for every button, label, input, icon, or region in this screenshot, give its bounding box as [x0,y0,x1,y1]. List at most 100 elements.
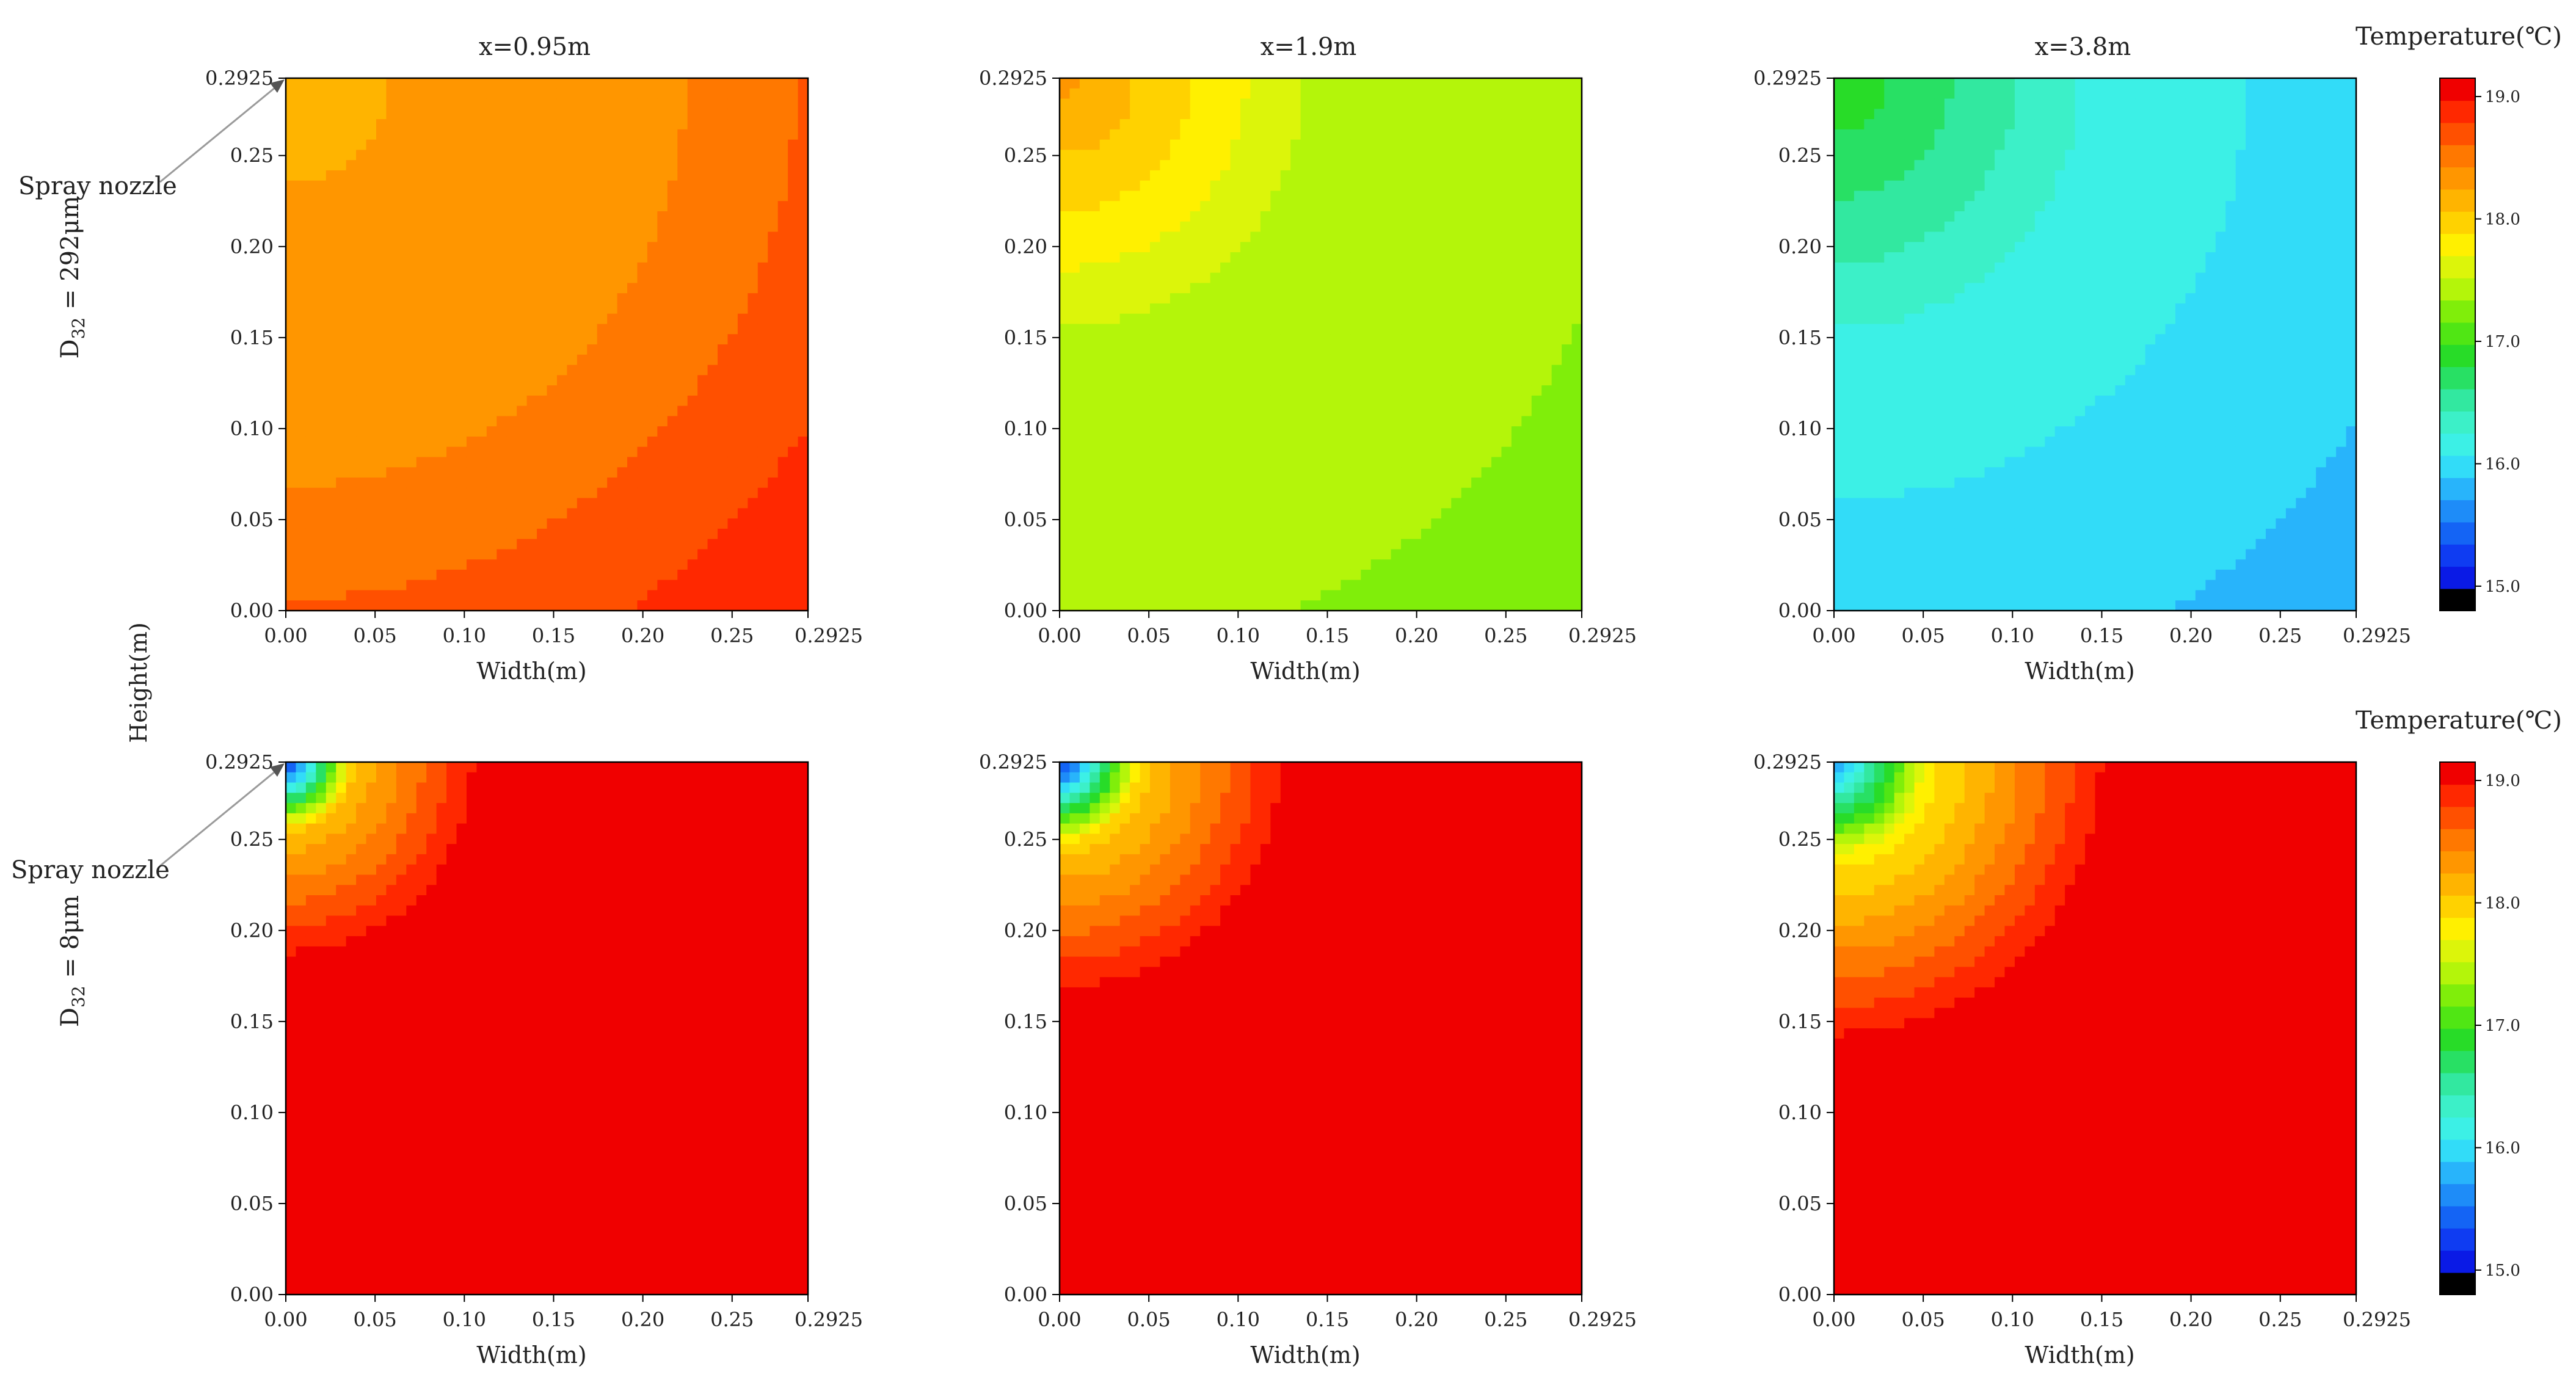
contour-cell [768,119,779,130]
contour-cell [356,98,367,110]
contour-cell [1421,365,1432,376]
contour-cell [1290,109,1301,120]
contour-cell [416,109,427,120]
contour-cell [537,119,548,130]
contour-cell [286,549,297,560]
contour-cell [1140,436,1151,448]
contour-cell [1311,231,1322,243]
contour-cell [556,559,568,570]
contour-cell [1200,272,1211,284]
contour-cell [587,231,598,243]
contour-cell [446,416,457,427]
contour-cell [1471,569,1482,581]
contour-cell [1280,170,1291,181]
contour-cell [757,426,769,437]
contour-cell [296,395,307,407]
contour-cell [305,98,317,110]
contour-cell [727,580,738,591]
contour-cell [1471,324,1482,335]
contour-cell [1280,487,1291,499]
contour-cell [366,375,377,386]
contour-cell [366,518,377,529]
contour-cell [1270,252,1281,263]
contour-cell [476,580,487,591]
contour-cell [637,395,648,407]
contour-cell [1311,385,1322,396]
contour-cell [1240,160,1251,171]
contour-cell [1160,426,1171,437]
contour-cell [326,446,337,458]
contour-cell [316,272,327,284]
contour-cell [788,478,799,489]
contour-cell [1210,293,1221,304]
contour-cell [1270,313,1281,325]
contour-cell [517,272,528,284]
contour-cell [777,446,788,458]
contour-cell [1350,467,1362,478]
contour-cell [1290,487,1301,499]
contour-cell [798,191,808,202]
contour-cell [1170,580,1181,591]
contour-cell [798,262,808,274]
contour-cell [1170,272,1181,284]
contour-cell [1311,559,1322,570]
contour-cell [547,262,558,274]
contour-cell [687,150,698,161]
contour-cell [737,88,749,100]
contour-cell [426,600,437,611]
contour-cell [1060,252,1071,263]
contour-cell [336,98,347,110]
contour-cell [718,457,729,468]
contour-cell [556,119,568,130]
contour-cell [1060,385,1071,396]
contour-cell [1090,211,1101,222]
contour-cell [627,518,638,529]
contour-cell [788,272,799,284]
contour-cell [718,313,729,325]
contour-cell [376,180,387,192]
contour-cell [677,498,688,509]
contour-panel-r1-c1: 0.000.000.050.050.100.100.150.150.200.20… [205,33,863,685]
contour-cell [456,191,467,202]
contour-cell [667,416,679,427]
contour-cell [1300,231,1311,243]
contour-cell [1311,78,1322,89]
contour-cell [788,416,799,427]
contour-cell [476,518,487,529]
contour-cell [1350,109,1362,120]
contour-cell [476,344,487,355]
contour-cell [1119,221,1130,233]
contour-cell [316,354,327,366]
contour-cell [1130,600,1141,611]
contour-cell [587,242,598,253]
contour-cell [617,446,628,458]
contour-cell [607,375,618,386]
contour-cell [577,365,588,376]
contour-cell [1230,160,1241,171]
contour-cell [1190,242,1201,253]
contour-cell [577,467,588,478]
contour-cell [577,508,588,519]
contour-cell [406,569,417,581]
contour-cell [537,272,548,284]
contour-cell [426,395,437,407]
contour-cell [526,580,537,591]
contour-cell [1471,170,1482,181]
contour-cell [647,365,658,376]
contour-cell [486,487,498,499]
contour-cell [637,303,648,314]
contour-cell [406,457,417,468]
contour-cell [1330,395,1342,407]
contour-cell [556,272,568,284]
contour-cell [466,375,478,386]
contour-cell [1170,436,1181,448]
contour-cell [788,119,799,130]
contour-cell [748,98,759,110]
contour-cell [1320,539,1331,550]
contour-cell [456,293,467,304]
contour-cell [647,395,658,407]
contour-cell [1190,272,1201,284]
contour-cell [1370,170,1381,181]
contour-cell [757,324,769,335]
contour-cell [346,119,357,130]
